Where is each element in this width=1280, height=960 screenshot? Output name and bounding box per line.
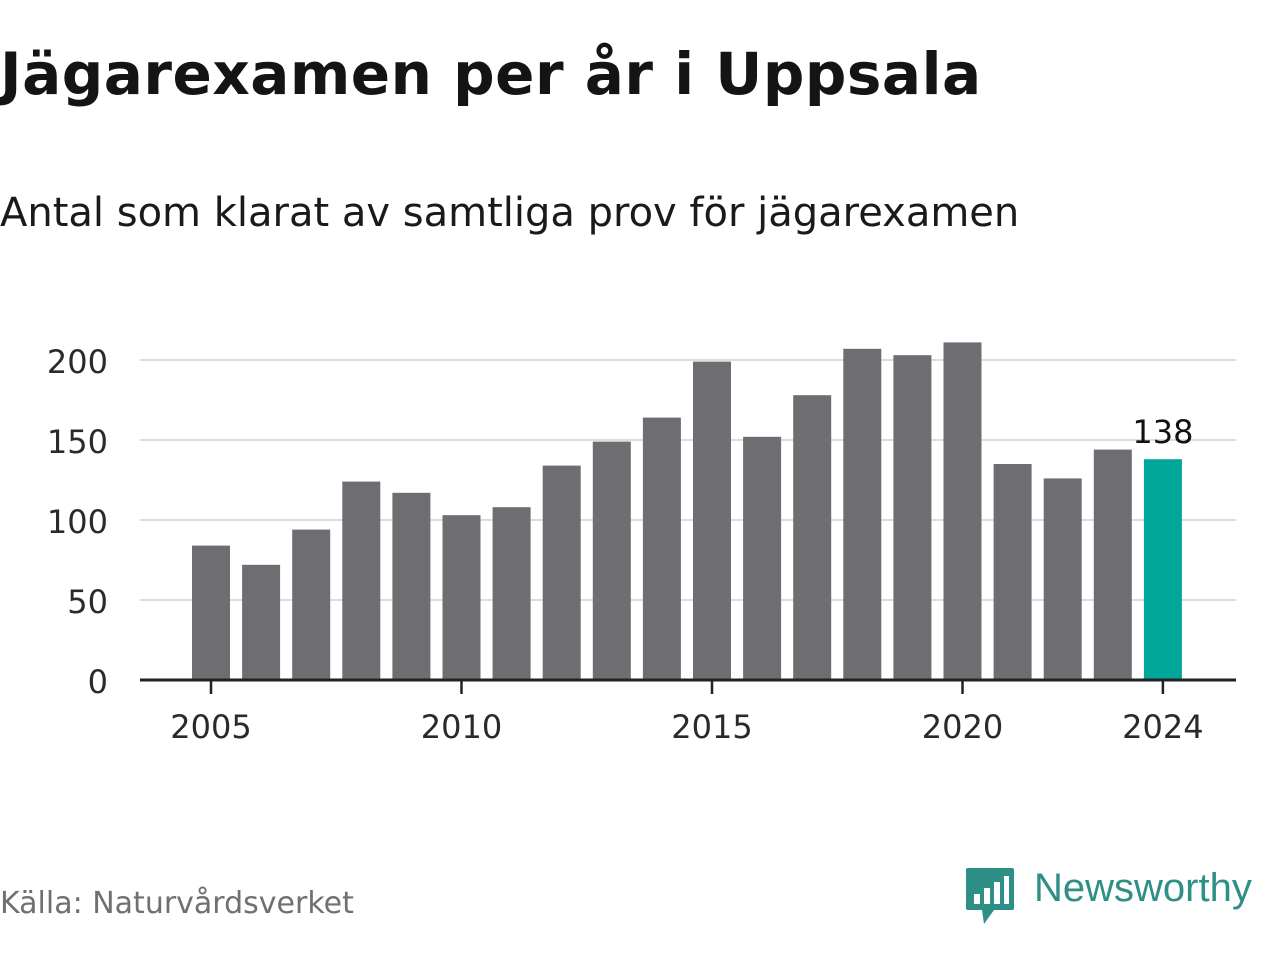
chart-title: Jägarexamen per år i Uppsala — [0, 40, 982, 108]
bar — [292, 529, 331, 680]
bar — [192, 545, 230, 680]
bar — [943, 342, 982, 680]
bar — [492, 507, 531, 680]
bar-highlight — [1143, 459, 1182, 680]
x-tick-label: 2020 — [922, 708, 1003, 746]
bar — [442, 515, 481, 680]
y-tick-label: 100 — [47, 503, 108, 541]
bar — [843, 348, 882, 680]
bar — [1093, 449, 1132, 680]
x-tick-label: 2015 — [671, 708, 752, 746]
chart-subtitle: Antal som klarat av samtliga prov för jä… — [0, 190, 1020, 236]
bar-chart: 0 50 100 150 200 138 2005 2010 2015 2020 2024 — [47, 342, 1236, 746]
y-tick-label: 0 — [88, 663, 108, 701]
bar — [642, 417, 681, 680]
bar — [592, 441, 631, 680]
data-label: 138 — [1132, 413, 1193, 451]
bar — [893, 355, 932, 680]
brand-name: Newsworthy — [1034, 866, 1252, 910]
x-tick-label: 2005 — [170, 708, 251, 746]
newsworthy-logo-icon — [966, 868, 1014, 924]
bar — [342, 481, 381, 680]
bar — [1043, 478, 1082, 680]
bar — [793, 395, 832, 680]
bar — [743, 436, 782, 680]
x-tick-label: 2024 — [1122, 708, 1203, 746]
y-tick-label: 50 — [67, 583, 108, 621]
source-note: Källa: Naturvårdsverket — [0, 886, 354, 921]
bar — [542, 465, 581, 680]
bar — [693, 361, 731, 680]
brand-logo: Newsworthy — [964, 864, 1280, 928]
bar — [993, 464, 1032, 680]
bar — [242, 564, 281, 680]
y-tick-label: 200 — [47, 343, 108, 381]
bar — [392, 492, 431, 680]
y-tick-label: 150 — [47, 423, 108, 461]
x-tick-label: 2010 — [421, 708, 502, 746]
